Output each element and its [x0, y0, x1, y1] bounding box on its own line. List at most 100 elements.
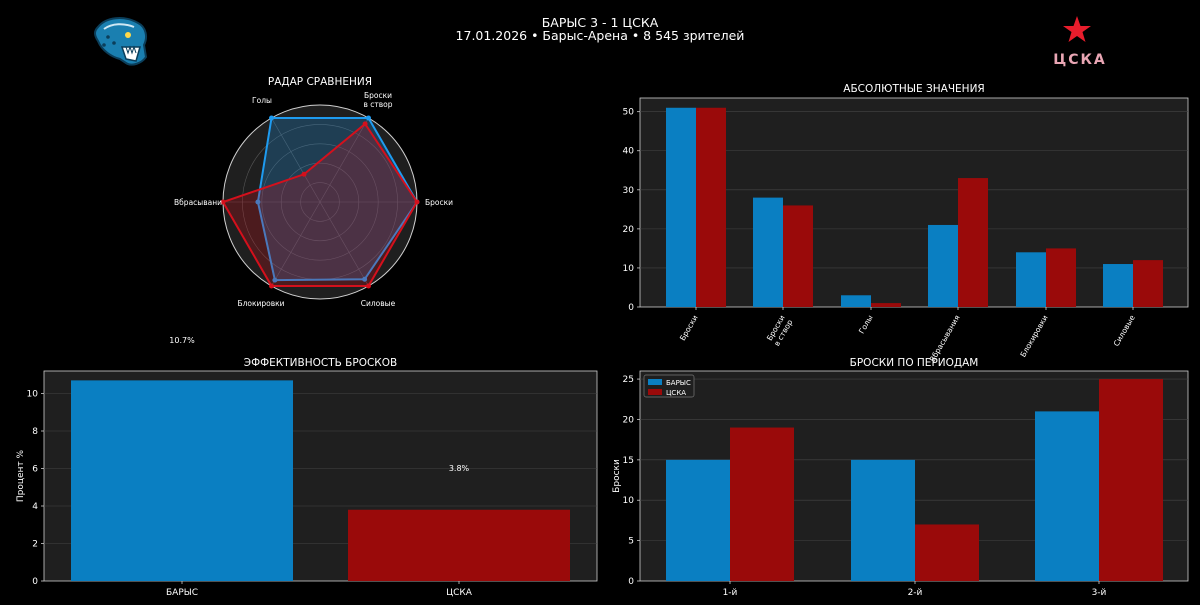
radar-spoke [271, 117, 321, 203]
bar-home [1103, 264, 1133, 307]
radar-axis-label: Голы [252, 96, 272, 105]
y-tick-label: 15 [623, 456, 634, 466]
radar-point [301, 171, 307, 177]
radar-point [220, 199, 226, 205]
bar-home [841, 295, 871, 307]
y-tick-label: 10 [623, 264, 635, 274]
shot-efficiency-chart: ЭФФЕКТИВНОСТЬ БРОСКОВ 0 2 4 6 8 10 Процент % БАР… [16, 336, 598, 598]
x-tick-label: Голы [857, 313, 875, 335]
absolute-values-chart: АБСОЛЮТНЫЕ ЗНАЧЕНИЯ 0 10 20 30 40 50 Броски Брос… [623, 83, 1189, 364]
bar-away [348, 509, 570, 581]
chart-title: ЭФФЕКТИВНОСТЬ БРОСКОВ [244, 357, 397, 369]
y-tick-label: 25 [623, 375, 634, 385]
plot-area [639, 97, 1189, 308]
radar-axis-label: Вбрасывани [174, 198, 222, 207]
radar-axis-label: Блокировки [237, 299, 284, 308]
bar-home [71, 380, 293, 581]
radar-spoke [271, 201, 321, 287]
data-label: 3.8% [449, 464, 470, 473]
legend-swatch [648, 379, 662, 385]
x-tick-label: 3-й [1092, 588, 1107, 598]
y-tick-label: 30 [623, 186, 635, 196]
x-tick-label-line: Голы [857, 313, 875, 335]
y-tick-label: 20 [623, 225, 635, 235]
x-tick-label: ЦСКА [446, 588, 473, 598]
chart-title: РАДАР СРАВНЕНИЯ [268, 76, 372, 88]
radar-point [362, 121, 368, 127]
bar-home [1035, 411, 1099, 581]
x-tick-label-line: Броски [678, 313, 700, 342]
radar-point [269, 283, 274, 289]
cska-logo-text: ЦСКА [1053, 52, 1107, 68]
x-tick-label: Вбрасывания [928, 314, 962, 364]
y-tick-label: 5 [628, 537, 634, 547]
x-tick-label: 2-й [908, 588, 923, 598]
x-tick-label: Броскив створ [764, 313, 794, 347]
radar-point [255, 199, 261, 205]
bar-home [851, 459, 915, 581]
x-tick-label: Броски [678, 313, 700, 342]
bar-away [1099, 379, 1163, 581]
legend-label: БАРЫС [666, 379, 691, 387]
legend: БАРЫС ЦСКА [643, 374, 695, 398]
radar-point [272, 277, 278, 283]
bar-away [1133, 260, 1163, 307]
x-tick-label: 1-й [723, 588, 738, 598]
bar-away [1046, 248, 1076, 307]
bar-home [666, 459, 730, 581]
radar-point [366, 115, 371, 121]
bar-away [783, 205, 813, 307]
y-tick-label: 0 [628, 577, 634, 587]
y-tick-label: 40 [623, 147, 635, 157]
radar-point [366, 283, 371, 289]
radar-point [362, 276, 368, 282]
match-title: БАРЫС 3 - 1 ЦСКА [541, 15, 659, 30]
radar-axis-label: Броски [425, 198, 453, 207]
bar-home [1016, 252, 1046, 307]
data-label: 10.7% [169, 336, 195, 345]
radar-point [414, 199, 420, 205]
match-subtitle: 17.01.2026 • Барыс-Арена • 8 545 зрителе… [455, 28, 745, 43]
x-tick-label-line: Блокировки [1018, 313, 1049, 358]
radar-axis-label: Броски [364, 91, 392, 100]
y-tick-label: 10 [27, 390, 39, 400]
y-tick-label: 10 [623, 496, 635, 506]
bar-away [871, 303, 901, 307]
x-tick-label: Силовые [1112, 313, 1137, 348]
radar-point [269, 115, 274, 121]
legend-swatch [648, 389, 662, 395]
y-tick-label: 6 [32, 465, 38, 475]
x-tick-label-line: Вбрасывания [928, 314, 962, 364]
x-tick-label: Блокировки [1018, 313, 1049, 358]
y-tick-label: 0 [32, 577, 38, 587]
bar-home [753, 197, 783, 307]
y-tick-label: 50 [623, 108, 635, 118]
y-axis-label: Броски [612, 459, 622, 493]
bar-away [696, 107, 726, 307]
barys-logo-icon [94, 17, 148, 66]
radar-spoke [319, 201, 369, 287]
cska-logo-icon: ЦСКА [1053, 16, 1107, 68]
y-tick-label: 0 [628, 303, 634, 313]
bar-home [666, 107, 696, 307]
bar-away [958, 178, 988, 307]
radar-axis-label: Силовые [361, 299, 396, 308]
x-tick-label: БАРЫС [166, 588, 198, 598]
y-tick-label: 8 [32, 427, 38, 437]
radar-axis-label: в створ [363, 100, 392, 109]
y-tick-label: 4 [32, 502, 38, 512]
bar-away [915, 524, 979, 581]
x-tick-label-line: Силовые [1112, 313, 1137, 348]
bar-home [928, 224, 958, 307]
legend-label: ЦСКА [666, 389, 686, 397]
shots-by-period-chart: БРОСКИ ПО ПЕРИОДАМ 0 5 10 15 20 25 Броски 1-й 2-й… [612, 357, 1189, 598]
radar-spoke [319, 117, 369, 203]
chart-title: АБСОЛЮТНЫЕ ЗНАЧЕНИЯ [843, 83, 984, 95]
chart-title: БРОСКИ ПО ПЕРИОДАМ [850, 357, 979, 369]
y-tick-label: 2 [32, 540, 38, 550]
y-tick-label: 20 [623, 415, 635, 425]
bar-away [730, 427, 794, 581]
y-axis-label: Процент % [16, 449, 26, 502]
